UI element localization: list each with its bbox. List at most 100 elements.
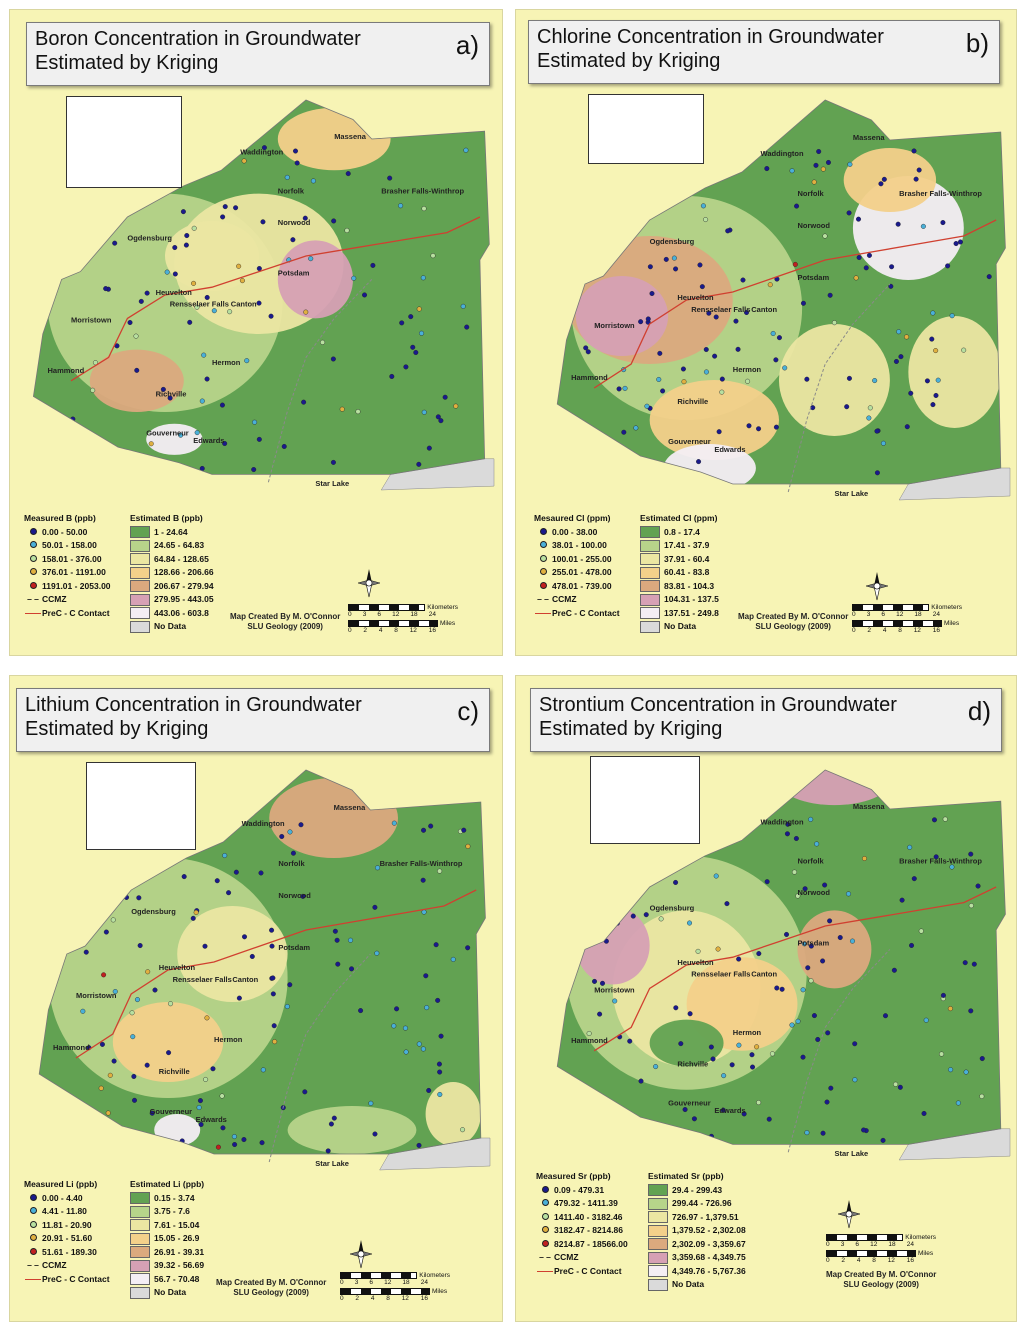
sample-point	[111, 1058, 117, 1064]
sample-point	[372, 1131, 378, 1137]
sample-point	[196, 1105, 202, 1111]
sample-point	[194, 430, 200, 436]
sample-point	[106, 455, 112, 461]
sample-point	[853, 275, 859, 281]
sample-point	[398, 203, 404, 209]
estimated-range: No Data	[154, 621, 187, 631]
sample-point	[108, 193, 114, 199]
measured-legend-row: 20.91 - 51.60	[24, 1232, 110, 1246]
sample-point	[351, 275, 357, 281]
sample-point	[856, 255, 862, 261]
sample-point	[754, 1044, 760, 1050]
sample-point	[880, 440, 886, 446]
km-tick: 6	[377, 611, 382, 618]
sample-point	[896, 329, 902, 335]
sample-point	[586, 1030, 592, 1036]
sample-point	[782, 365, 788, 371]
sample-point	[416, 461, 422, 467]
sample-point	[828, 1085, 834, 1091]
sample-point	[800, 987, 806, 993]
sample-point	[814, 841, 820, 847]
mi-tick: 2	[867, 627, 872, 634]
sample-point	[673, 1005, 679, 1011]
km-tick: 0	[348, 611, 352, 618]
mi-tick: 4	[370, 1295, 375, 1302]
prec-c-contact-line	[593, 886, 997, 1052]
estimate-zone	[649, 380, 779, 460]
sample-point	[130, 1034, 136, 1040]
estimated-legend-c: Estimated Li (ppb) 0.15 - 3.74 3.75 - 7.6 7…	[130, 1178, 204, 1300]
sample-point	[913, 176, 919, 182]
mi-scale-row: Miles	[826, 1250, 936, 1257]
mi-tick: 0	[826, 1257, 830, 1264]
place-label: Canton	[751, 305, 777, 314]
estimated-range: 128.66 - 206.66	[154, 567, 214, 577]
map-credit: Map Created By M. O'Connor SLU Geology (2…	[738, 612, 848, 632]
sample-point	[461, 827, 467, 833]
sample-point	[256, 436, 262, 442]
sample-point	[413, 350, 419, 356]
estimated-range: 2,302.09 - 3,359.67	[672, 1238, 746, 1249]
sample-point	[784, 831, 790, 837]
sample-point	[298, 822, 304, 828]
place-label: Rensselaer Falls	[173, 975, 232, 984]
sample-point	[784, 931, 790, 937]
sample-point	[335, 961, 341, 967]
sample-point	[222, 204, 228, 210]
measured-legend-row: 50.01 - 158.00	[24, 539, 111, 553]
sample-point	[437, 1091, 443, 1097]
credit-line1: Map Created By M. O'Connor	[216, 1278, 327, 1287]
sample-point	[148, 441, 154, 447]
estimated-legend-row: 64.84 - 128.65	[130, 553, 214, 567]
contact-line-icon	[536, 1265, 554, 1279]
measured-dot-icon	[29, 554, 37, 562]
sample-point	[389, 373, 395, 379]
place-label: Edwards	[714, 1106, 745, 1115]
sample-point	[194, 304, 200, 310]
sample-point	[344, 227, 350, 233]
sample-point	[713, 873, 719, 879]
sample-point	[955, 1100, 961, 1106]
sample-point	[184, 154, 190, 160]
estimated-legend-row: No Data	[130, 1286, 204, 1300]
sample-point	[272, 1039, 278, 1045]
km-scale-row: Kilometers	[340, 1272, 450, 1279]
sample-point	[697, 262, 703, 268]
sample-point	[421, 909, 427, 915]
estimated-swatch	[130, 553, 150, 566]
sample-point	[59, 219, 65, 225]
sample-point	[631, 189, 637, 195]
sample-point	[920, 223, 926, 229]
estimated-swatch	[130, 620, 150, 633]
estimated-legend-row: 299.44 - 726.96	[648, 1197, 746, 1211]
measured-legend-row: 0.09 - 479.31	[536, 1184, 628, 1198]
sample-point	[598, 902, 604, 908]
measured-symbol	[534, 539, 552, 553]
sample-point	[867, 405, 873, 411]
sample-point	[349, 966, 355, 972]
sample-point	[281, 443, 287, 449]
sample-point	[603, 265, 609, 271]
sample-point	[647, 264, 653, 270]
sample-point	[302, 215, 308, 221]
sample-point	[606, 225, 612, 231]
sample-point	[612, 998, 618, 1004]
mi-tick: 8	[872, 1257, 876, 1264]
estimated-legend-row: 128.66 - 206.66	[130, 566, 214, 580]
prec-c-contact-line	[70, 216, 481, 382]
sample-point	[968, 903, 974, 909]
scale-bar: Kilometers 0 3 6 12 18 24 Miles 0 2 4 8 12 16	[340, 1272, 450, 1302]
sample-point	[233, 869, 239, 875]
estimated-range: No Data	[672, 1279, 705, 1289]
mi-tick: 4	[856, 1257, 861, 1264]
ccmz-dash-icon: – –	[27, 594, 39, 604]
measured-range: 0.00 - 4.40	[42, 1192, 83, 1203]
place-label: Hammond	[571, 1036, 608, 1045]
place-label: Richville	[677, 1059, 708, 1068]
km-tick: 3	[362, 611, 367, 618]
estimated-range: 4,349.76 - 5,767.36	[672, 1265, 746, 1276]
sample-point	[627, 178, 633, 184]
sample-point	[824, 1099, 830, 1105]
sample-point	[815, 1036, 821, 1042]
sample-point	[975, 883, 981, 889]
